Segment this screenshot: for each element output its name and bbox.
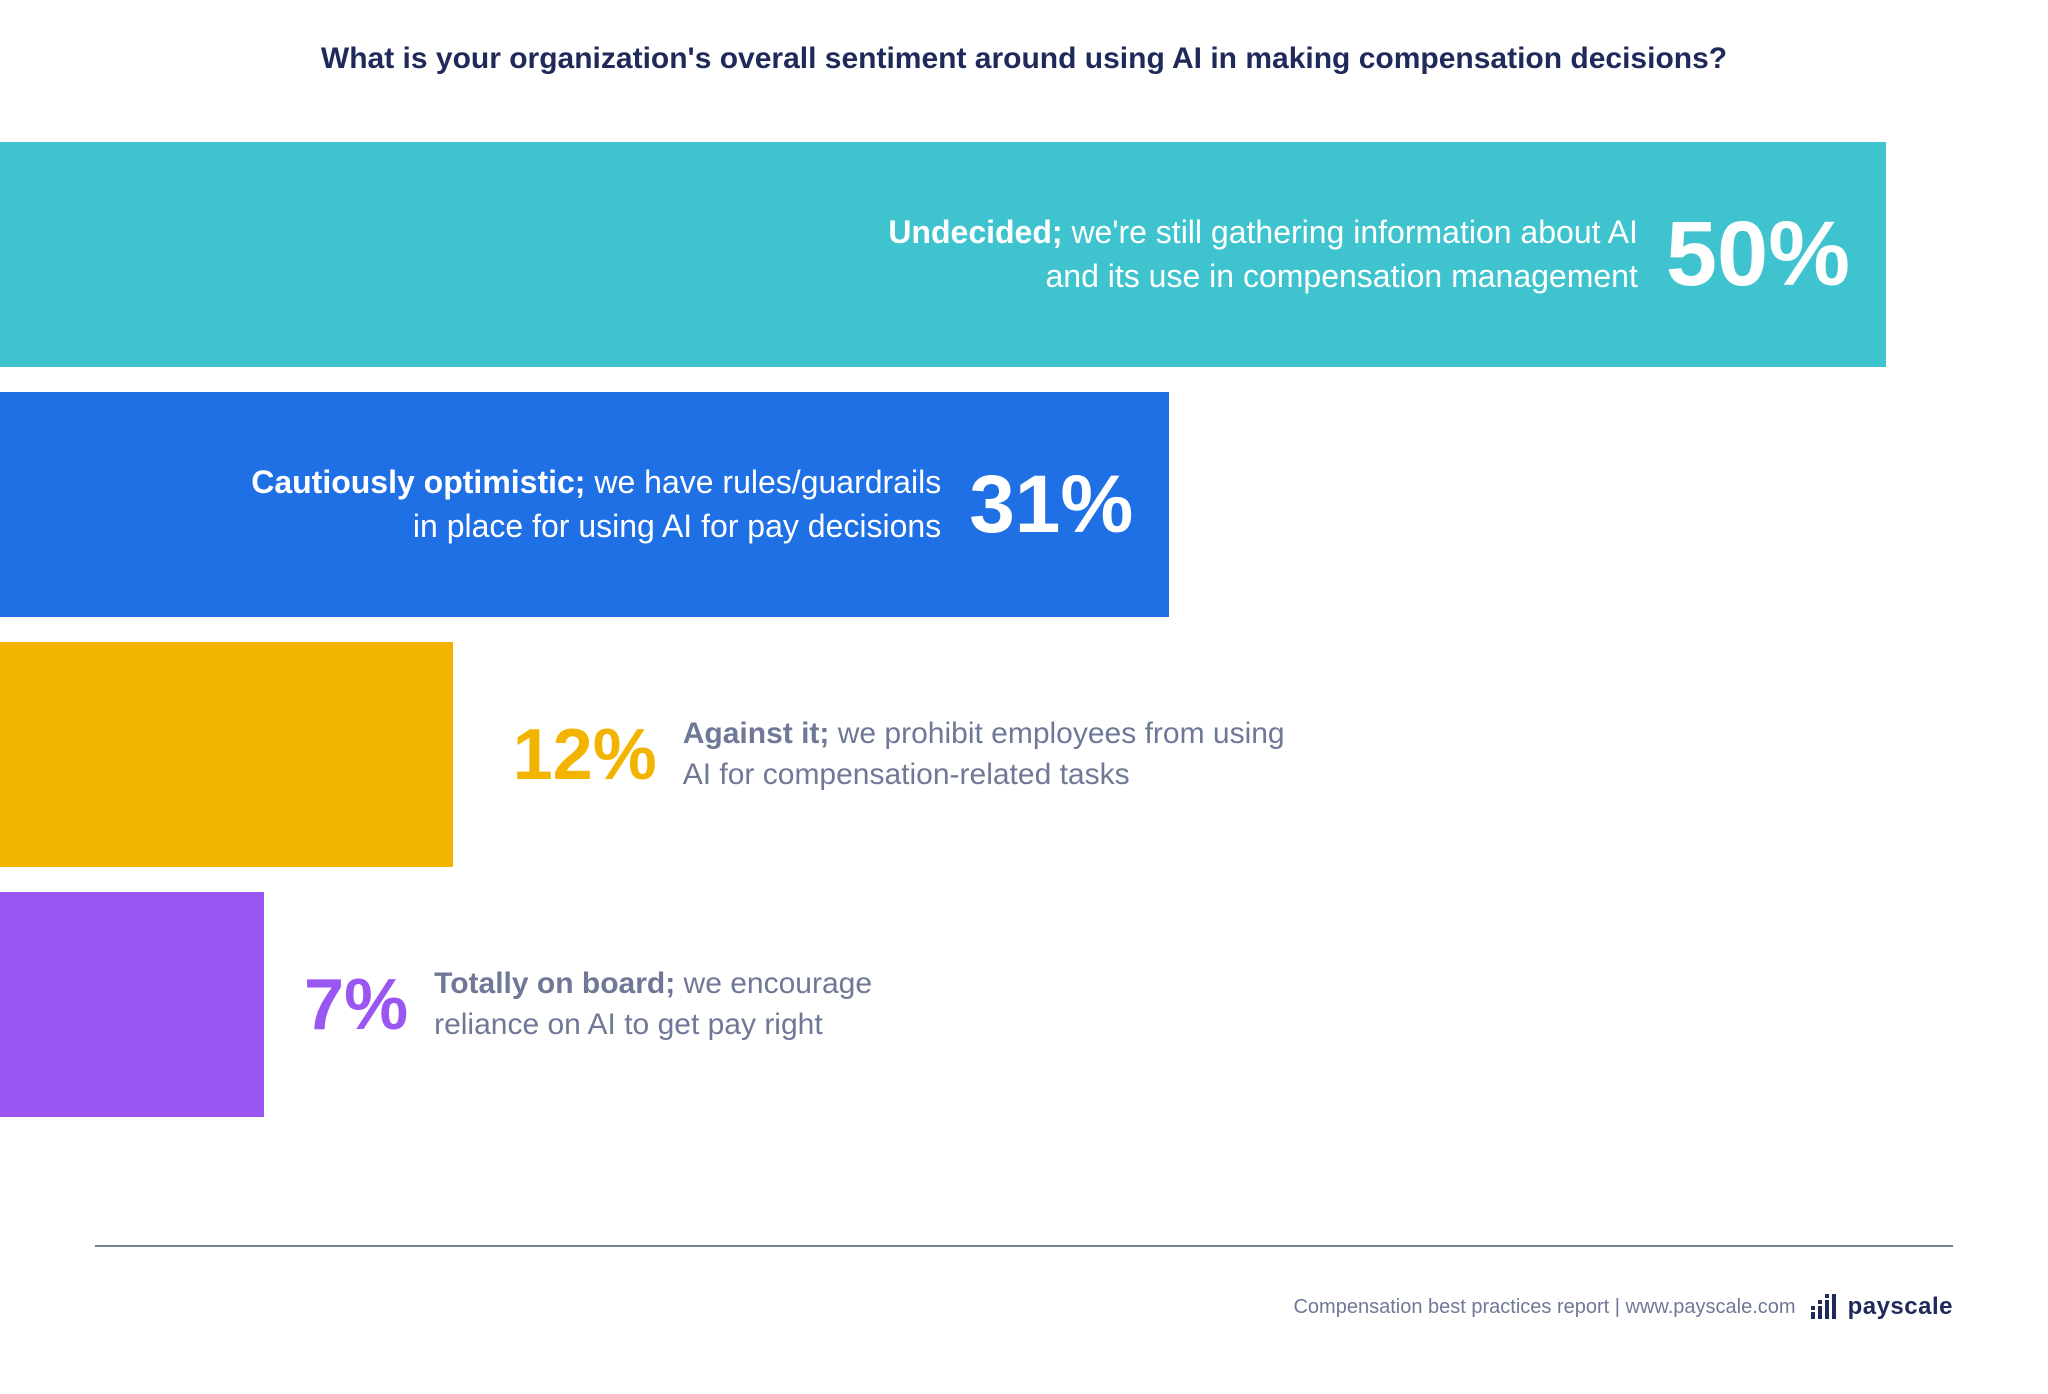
bar-external-label: 12% Against it; we prohibit employees fro… [513,642,1303,867]
footer-text: Compensation best practices report | www… [1293,1296,1795,1319]
bar-percent: 12% [513,714,657,796]
bar-content: Undecided; we're still gathering informa… [0,142,1886,367]
bar-percent: 7% [304,964,408,1046]
footer-rule [95,1245,1953,1247]
bar-row [0,892,264,1117]
bar-label: Cautiously optimistic; we have rules/gua… [221,461,941,547]
payscale-logo-text: payscale [1848,1293,1953,1321]
bar-row [0,642,453,867]
footer: Compensation best practices report | www… [1293,1292,1953,1322]
bar-label: Totally on board; we encourage reliance … [434,964,954,1045]
bar-row: Undecided; we're still gathering informa… [0,142,1886,367]
bar-external-label: 7% Totally on board; we encourage relianc… [304,892,954,1117]
chart-title: What is your organization's overall sent… [0,42,2048,76]
payscale-logo-icon [1808,1292,1838,1322]
bar-row: Cautiously optimistic; we have rules/gua… [0,392,1169,617]
payscale-logo: payscale [1808,1292,1953,1322]
bar-percent: 31% [969,458,1133,552]
bar-percent: 50% [1666,202,1850,307]
bar-content: Cautiously optimistic; we have rules/gua… [0,392,1169,617]
bar-label: Undecided; we're still gathering informa… [878,211,1638,297]
bar-label: Against it; we prohibit employees from u… [683,714,1303,795]
